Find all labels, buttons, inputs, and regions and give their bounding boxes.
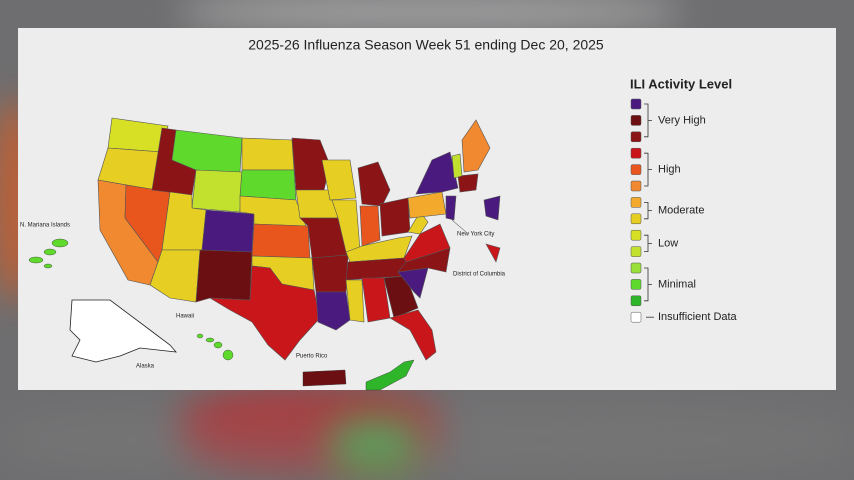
legend-title: ILI Activity Level bbox=[630, 76, 732, 91]
state bbox=[311, 254, 349, 293]
state bbox=[445, 195, 457, 221]
map-label: Hawaii bbox=[176, 314, 194, 320]
legend-swatch bbox=[630, 147, 642, 159]
legend-swatch bbox=[630, 164, 642, 175]
state bbox=[407, 211, 429, 235]
state bbox=[315, 291, 351, 331]
legend-swatch bbox=[630, 295, 642, 307]
legend-swatch bbox=[630, 213, 642, 225]
state bbox=[191, 169, 243, 213]
legend-swatch bbox=[630, 98, 642, 110]
title: 2025-26 Influenza Season Week 51 ending … bbox=[248, 37, 604, 53]
legend-label: Very High bbox=[658, 114, 706, 126]
state bbox=[251, 223, 311, 259]
hawaii bbox=[196, 333, 234, 361]
state bbox=[241, 137, 295, 171]
state bbox=[379, 197, 411, 237]
map-label: N. Mariana Islands bbox=[20, 223, 70, 229]
dc bbox=[485, 243, 501, 263]
legend-bracket bbox=[644, 234, 652, 252]
legend-swatch bbox=[630, 311, 642, 323]
legend-bracket bbox=[644, 152, 652, 187]
legend-bracket bbox=[644, 103, 652, 138]
leader-line bbox=[451, 219, 467, 233]
state bbox=[457, 173, 479, 193]
state bbox=[451, 153, 463, 179]
state bbox=[239, 169, 297, 201]
nyc bbox=[483, 195, 501, 221]
map-label: New York City bbox=[457, 232, 494, 238]
alaska bbox=[69, 299, 177, 363]
map-label: District of Columbia bbox=[453, 272, 506, 278]
puerto-rico bbox=[302, 369, 347, 387]
mariana-islands bbox=[28, 238, 69, 269]
map-label: Alaska bbox=[136, 364, 155, 370]
state bbox=[345, 279, 365, 323]
legend: Very High High Moderate Low Minimal Insuffici… bbox=[630, 98, 738, 323]
legend-swatch bbox=[630, 262, 642, 274]
state bbox=[357, 161, 391, 207]
us-map bbox=[97, 117, 501, 361]
legend-swatch bbox=[630, 131, 642, 143]
legend-bracket bbox=[644, 202, 652, 220]
blur-blob bbox=[0, 400, 854, 480]
legend-swatch bbox=[630, 246, 642, 257]
state bbox=[389, 309, 437, 361]
state bbox=[201, 209, 255, 253]
state bbox=[359, 205, 381, 247]
legend-swatch bbox=[630, 279, 642, 290]
state bbox=[209, 265, 321, 361]
legend-bracket bbox=[644, 267, 652, 302]
legend-swatch bbox=[630, 197, 642, 208]
legend-swatch bbox=[630, 115, 642, 126]
legend-swatch bbox=[630, 180, 642, 192]
state bbox=[321, 159, 357, 201]
legend-swatch bbox=[630, 229, 642, 241]
blur-blob bbox=[180, 0, 680, 24]
state bbox=[195, 249, 253, 303]
legend-label: Insufficient Data bbox=[658, 311, 738, 323]
state bbox=[461, 119, 491, 173]
legend-label: Minimal bbox=[658, 278, 696, 290]
virgin-islands bbox=[365, 359, 415, 391]
state bbox=[403, 223, 451, 263]
territories bbox=[28, 219, 467, 391]
map-label: Puerto Rico bbox=[296, 354, 328, 360]
legend-label: Moderate bbox=[658, 205, 704, 217]
legend-label: Low bbox=[658, 237, 678, 249]
legend-label: High bbox=[658, 164, 681, 176]
